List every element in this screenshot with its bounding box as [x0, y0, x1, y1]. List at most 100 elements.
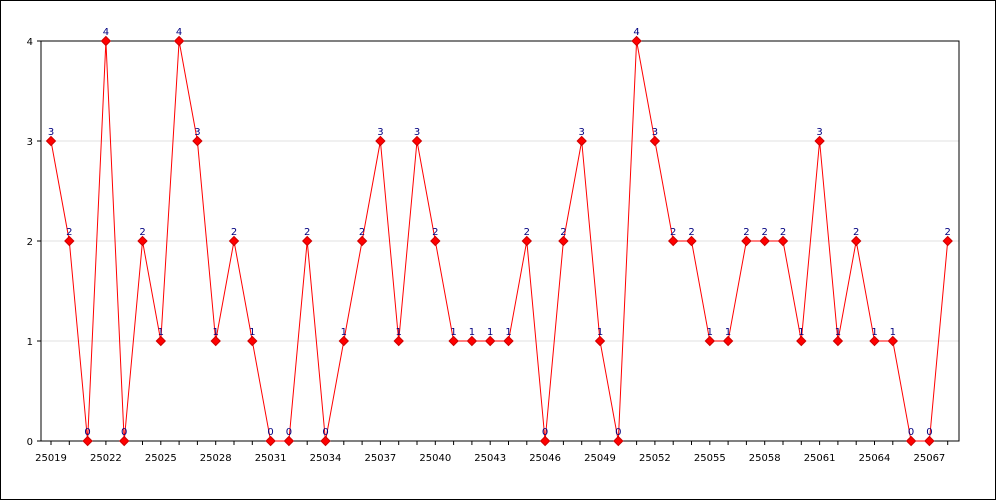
y-tick-label: 4: [27, 37, 33, 48]
data-label: 3: [377, 127, 383, 138]
data-point-marker: [173, 35, 185, 47]
x-tick-label: 25043: [474, 453, 506, 464]
data-point-marker: [301, 235, 313, 247]
data-label: 1: [450, 327, 456, 338]
data-point-marker: [796, 335, 807, 347]
data-label: 2: [359, 227, 365, 238]
data-label: 1: [725, 327, 731, 338]
data-point-marker: [942, 235, 953, 247]
data-label: 1: [890, 327, 896, 338]
y-axis: 0 1 2 3 4: [27, 37, 41, 448]
x-tick-label: 25031: [255, 453, 287, 464]
series-layer: [50, 40, 949, 442]
data-label: 1: [798, 327, 804, 338]
x-tick-label: 25040: [419, 453, 451, 464]
data-point-marker: [265, 435, 276, 447]
data-point-marker: [338, 335, 350, 347]
data-label: 3: [579, 127, 585, 138]
data-point-marker: [210, 335, 221, 347]
data-point-marker: [82, 435, 93, 447]
data-label: 2: [743, 227, 749, 238]
data-label: 0: [908, 427, 914, 438]
data-point-marker: [667, 235, 679, 247]
data-point-marker: [649, 135, 661, 147]
data-point-marker: [228, 235, 240, 247]
data-label: 2: [853, 227, 859, 238]
y-tick-label: 0: [27, 437, 33, 448]
data-label: 0: [267, 427, 273, 438]
y-tick-label: 1: [27, 337, 33, 348]
x-tick-label: 25046: [529, 453, 561, 464]
data-point-marker: [594, 335, 606, 347]
data-label: 1: [871, 327, 877, 338]
data-label: 2: [304, 227, 310, 238]
x-tick-label: 25058: [749, 453, 781, 464]
data-point-marker: [539, 435, 551, 447]
data-point-marker: [722, 335, 734, 347]
data-point-marker: [320, 435, 331, 447]
data-label: 0: [286, 427, 292, 438]
data-point-marker: [393, 335, 404, 347]
x-tick-label: 25049: [584, 453, 616, 464]
data-point-marker: [137, 235, 148, 247]
data-label: 2: [432, 227, 438, 238]
data-point-marker: [247, 335, 258, 347]
x-tick-label: 25028: [200, 453, 232, 464]
data-point-marker: [631, 35, 642, 47]
data-point-marker: [741, 235, 752, 247]
data-point-marker: [759, 235, 770, 247]
data-point-marker: [100, 35, 112, 47]
data-label: 2: [560, 227, 566, 238]
data-point-marker: [503, 335, 514, 347]
marker-layer: [45, 35, 953, 447]
data-label: 2: [524, 227, 530, 238]
data-label: 3: [194, 127, 200, 138]
data-label: 0: [542, 427, 548, 438]
data-label: 2: [670, 227, 676, 238]
data-label: 4: [103, 27, 109, 38]
data-label: 2: [762, 227, 768, 238]
data-label: 4: [176, 27, 182, 38]
y-tick-label: 2: [27, 237, 33, 248]
data-label: 1: [213, 327, 219, 338]
data-label: 2: [688, 227, 694, 238]
data-point-marker: [45, 135, 57, 147]
data-point-marker: [64, 235, 75, 247]
x-tick-label: 25019: [35, 453, 67, 464]
data-label: 1: [835, 327, 841, 338]
data-label: 3: [816, 127, 822, 138]
data-label: 2: [231, 227, 237, 238]
data-point-marker: [777, 235, 789, 247]
data-label: 1: [597, 327, 603, 338]
data-label: 0: [926, 427, 932, 438]
data-label: 1: [158, 327, 164, 338]
data-point-marker: [558, 235, 569, 247]
data-point-marker: [832, 335, 844, 347]
data-point-marker: [448, 335, 459, 347]
data-point-marker: [283, 435, 295, 447]
grid-lines: [41, 140, 959, 342]
data-point-marker: [924, 435, 935, 447]
data-point-marker: [521, 235, 533, 247]
x-tick-label: 25064: [859, 453, 891, 464]
x-axis: 25019 25022 25025 25028 25031 25034 25037 25040…: [35, 441, 949, 464]
data-point-marker: [155, 335, 167, 347]
data-label-layer: 3 2 0 4 0 2 1 4 3 1 2 1 0 0 2 0 1 2 3 1 3 2 1 1 1 1 2 0 2 3 1 0 4 3 2 2 1 1 2 2…: [48, 27, 951, 438]
data-label: 3: [414, 127, 420, 138]
data-label: 0: [615, 427, 621, 438]
data-point-marker: [850, 235, 862, 247]
data-label: 2: [780, 227, 786, 238]
data-label: 2: [66, 227, 72, 238]
data-point-marker: [466, 335, 478, 347]
data-label: 0: [121, 427, 127, 438]
x-tick-label: 25025: [145, 453, 177, 464]
data-label: 2: [945, 227, 951, 238]
data-point-marker: [704, 335, 716, 347]
data-label: 1: [249, 327, 255, 338]
data-label: 1: [341, 327, 347, 338]
x-tick-label: 25067: [913, 453, 945, 464]
data-point-marker: [118, 435, 130, 447]
x-tick-label: 25034: [310, 453, 342, 464]
